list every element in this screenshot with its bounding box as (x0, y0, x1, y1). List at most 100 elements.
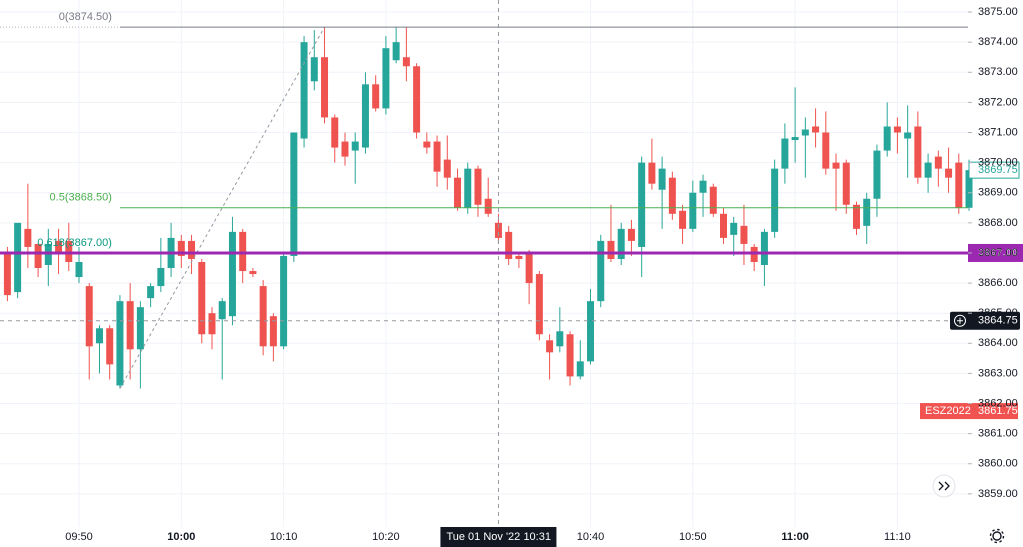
scroll-circle[interactable] (932, 474, 956, 498)
fib-label: 0.5(3868.50) (50, 192, 112, 204)
last-price-label: 3869.75 (978, 164, 1018, 176)
candle-body (3, 252, 11, 296)
y-tick-label: 3864.00 (978, 337, 1018, 349)
symbol-badge (920, 403, 1018, 420)
candle-body (24, 228, 32, 247)
y-tick-label: 3872.00 (978, 96, 1018, 108)
candle-body (597, 240, 605, 302)
candle-body (106, 328, 114, 365)
candle-body (771, 168, 779, 232)
candle-body (791, 137, 799, 141)
y-tick-label: 3871.00 (978, 126, 1018, 138)
candle-body (351, 141, 359, 151)
candle-body (75, 261, 83, 278)
candle-body (392, 42, 400, 61)
candle-body (443, 159, 451, 178)
y-tick-label: 3868.00 (978, 217, 1018, 229)
candle-body (668, 177, 676, 214)
candle-body (239, 231, 247, 272)
candle-body (372, 84, 380, 109)
candle-body (95, 328, 103, 344)
candle-body (126, 301, 134, 350)
candle-body (361, 84, 369, 148)
candle-body (535, 274, 543, 335)
candle-body (116, 301, 124, 386)
candle-body (321, 57, 329, 118)
candle-body (801, 129, 809, 136)
candle-body (955, 162, 963, 208)
x-tick-label: 10:10 (270, 531, 298, 543)
candle-body (658, 168, 666, 190)
price-badge (968, 243, 1023, 262)
candle-body (587, 301, 595, 362)
y-tick-label: 3874.00 (978, 36, 1018, 48)
plus-icon (954, 314, 966, 327)
candle-body (822, 132, 830, 169)
crosshair-date: Tue 01 Nov '22 (446, 531, 520, 543)
candle-body (198, 261, 206, 335)
candle-body (269, 316, 277, 347)
x-tick-label: 09:50 (65, 531, 93, 543)
candle-body (689, 192, 697, 229)
y-tick-label: 3875.00 (978, 6, 1018, 18)
gear-icon[interactable] (992, 531, 1002, 541)
candle-body (699, 180, 707, 193)
candle-body (515, 255, 523, 259)
candle-body (883, 126, 891, 151)
y-tick-label: 3860.00 (978, 458, 1018, 470)
candle-body (300, 42, 308, 139)
candle-body (382, 48, 390, 109)
candle-body (423, 141, 431, 148)
candle-body (85, 286, 93, 347)
candle-body (730, 222, 738, 235)
candle-body (208, 313, 216, 335)
candle-body (14, 222, 22, 293)
candle-body (607, 240, 615, 259)
candle-body (812, 126, 820, 133)
candle-body (750, 246, 758, 262)
candle-body (44, 243, 52, 266)
candle-body (136, 307, 144, 350)
candle-body (331, 117, 339, 148)
candle-body (924, 162, 932, 178)
candle-body (157, 268, 165, 287)
y-tick-label: 3861.00 (978, 428, 1018, 440)
scroll-button[interactable] (932, 474, 956, 498)
candle-body (617, 228, 625, 259)
candle-body (290, 132, 298, 256)
candle-body (188, 240, 196, 259)
candle-body (310, 57, 318, 82)
last-price-badge (968, 161, 1020, 179)
candle-body (546, 340, 554, 353)
gear-teeth (989, 528, 1005, 544)
candle-body (259, 286, 267, 347)
y-tick-label: 3870.00 (978, 157, 1018, 169)
candle-body (760, 231, 768, 266)
candle-body (454, 177, 462, 208)
candle-body (464, 168, 472, 208)
candle-body (228, 231, 236, 317)
x-tick-label: 10:00 (167, 531, 195, 543)
y-tick-label: 3866.00 (978, 277, 1018, 289)
candle-body (55, 240, 63, 253)
candle-body (945, 168, 953, 178)
candle-body (934, 156, 942, 169)
candle-body (893, 126, 901, 133)
candle-body (218, 301, 226, 320)
crosshair-price-badge (950, 311, 1020, 330)
settings-button[interactable] (989, 528, 1005, 544)
candle-body (177, 240, 185, 256)
candle-body (525, 252, 533, 284)
candle-body (720, 213, 727, 238)
y-tick-label: 3863.00 (978, 367, 1018, 379)
x-tick-label: 11:10 (884, 531, 911, 543)
crosshair-time: 10:31 (523, 531, 551, 543)
x-tick-label: 11:00 (781, 531, 809, 543)
candle-body (852, 204, 860, 229)
crosshair-time-badge (440, 527, 557, 547)
candle-body (413, 66, 421, 133)
candle-body (832, 162, 840, 169)
fib-label: 0.618(3867.00) (37, 237, 112, 249)
candle-body (873, 150, 881, 199)
